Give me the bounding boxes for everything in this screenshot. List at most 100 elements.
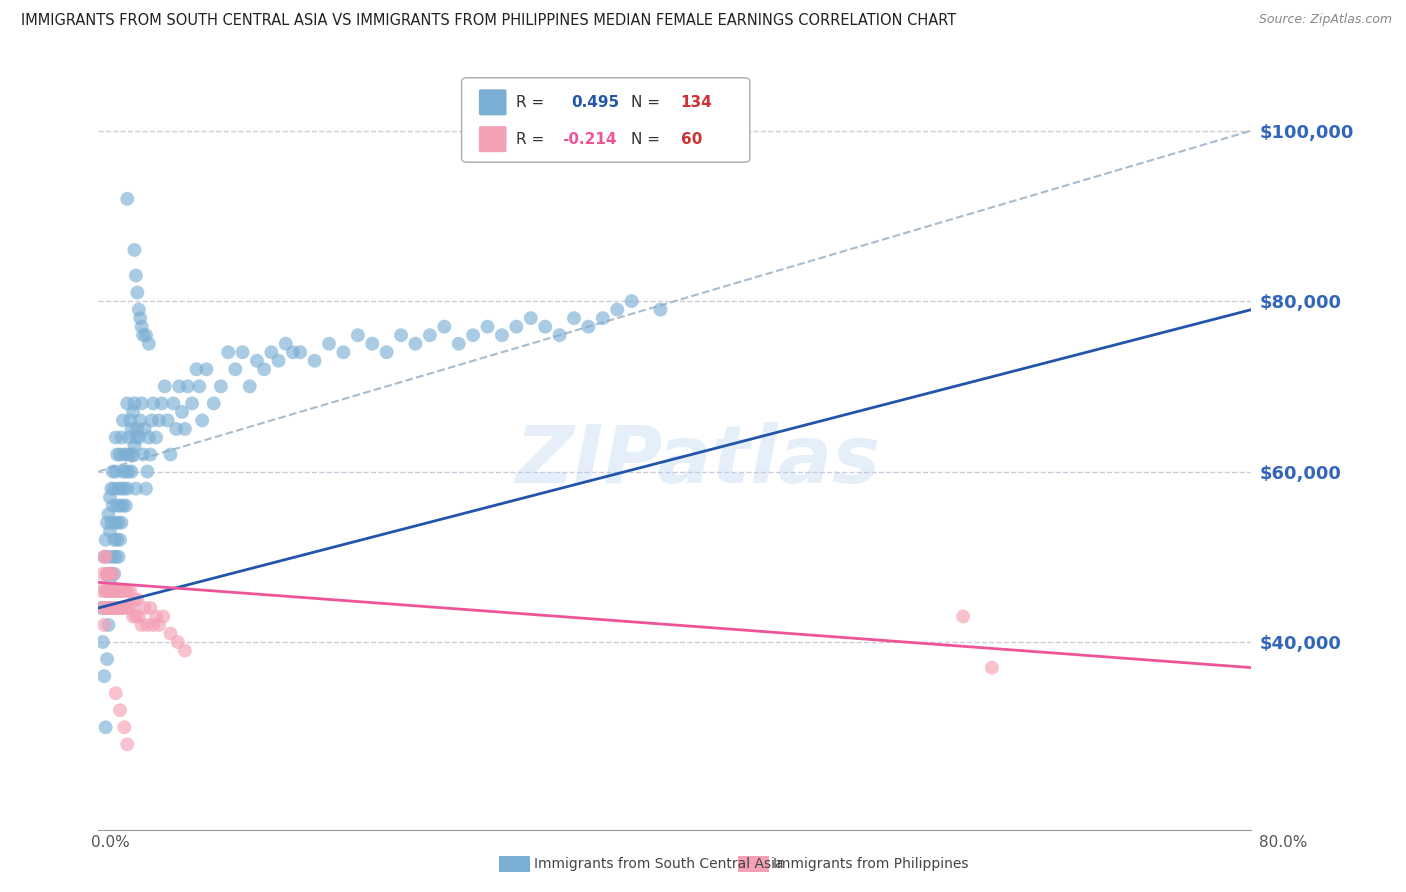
Point: [97, 507, 120, 521]
Point: [136, 618, 159, 632]
Point: [105, 533, 128, 547]
Point: [114, 601, 136, 615]
Point: [186, 362, 208, 376]
Point: [981, 660, 1004, 674]
Point: [120, 413, 142, 427]
Point: [166, 635, 188, 649]
Point: [103, 482, 125, 496]
Point: [562, 311, 585, 326]
Point: [91, 601, 114, 615]
Point: [138, 336, 160, 351]
Point: [107, 583, 129, 598]
Text: N =: N =: [631, 132, 665, 146]
Point: [96, 601, 118, 615]
Point: [125, 482, 148, 496]
Point: [111, 583, 134, 598]
Text: N =: N =: [631, 95, 665, 110]
Point: [165, 422, 187, 436]
Point: [94, 720, 117, 734]
Text: R =: R =: [516, 95, 554, 110]
Point: [108, 499, 131, 513]
Point: [131, 319, 153, 334]
Point: [97, 549, 120, 564]
Point: [135, 328, 157, 343]
Point: [129, 311, 152, 326]
Point: [281, 345, 304, 359]
Point: [111, 499, 134, 513]
Point: [104, 686, 127, 700]
Point: [239, 379, 262, 393]
Point: [620, 294, 643, 309]
Point: [100, 566, 122, 581]
Point: [461, 328, 484, 343]
Point: [253, 362, 276, 376]
Point: [110, 583, 132, 598]
Point: [578, 319, 600, 334]
Point: [224, 362, 246, 376]
Point: [94, 601, 117, 615]
Text: IMMIGRANTS FROM SOUTH CENTRAL ASIA VS IMMIGRANTS FROM PHILIPPINES MEDIAN FEMALE : IMMIGRANTS FROM SOUTH CENTRAL ASIA VS IM…: [21, 13, 956, 29]
Point: [101, 601, 124, 615]
Point: [129, 413, 152, 427]
Point: [104, 583, 127, 598]
Point: [361, 336, 384, 351]
Point: [96, 652, 118, 666]
Point: [103, 583, 125, 598]
Point: [91, 566, 114, 581]
Point: [111, 601, 134, 615]
Point: [97, 583, 120, 598]
Text: -0.214: -0.214: [562, 132, 616, 146]
Point: [93, 549, 115, 564]
Point: [118, 465, 141, 479]
Point: [125, 609, 148, 624]
Point: [127, 285, 149, 300]
Point: [104, 430, 127, 444]
Point: [98, 601, 121, 615]
Point: [103, 583, 125, 598]
Point: [105, 448, 128, 462]
Point: [108, 601, 131, 615]
Point: [121, 601, 143, 615]
Point: [152, 609, 174, 624]
Point: [217, 345, 239, 359]
Point: [107, 482, 129, 496]
Point: [134, 422, 156, 436]
Point: [159, 626, 181, 640]
Point: [191, 413, 214, 427]
Point: [274, 336, 297, 351]
Point: [124, 243, 146, 257]
Point: [128, 302, 150, 317]
Point: [104, 601, 127, 615]
Point: [101, 549, 124, 564]
Point: [103, 566, 125, 581]
Point: [132, 328, 155, 343]
Point: [97, 566, 120, 581]
Point: [112, 448, 135, 462]
Text: 80.0%: 80.0%: [1260, 836, 1308, 850]
Point: [132, 448, 155, 462]
Point: [177, 379, 200, 393]
Text: Immigrants from South Central Asia: Immigrants from South Central Asia: [534, 857, 785, 871]
Point: [104, 549, 127, 564]
Point: [108, 533, 131, 547]
Point: [159, 448, 181, 462]
Point: [122, 448, 145, 462]
Point: [98, 490, 121, 504]
Point: [209, 379, 232, 393]
Point: [98, 524, 121, 539]
Point: [112, 720, 135, 734]
Point: [167, 379, 190, 393]
Point: [332, 345, 354, 359]
Point: [111, 413, 134, 427]
Point: [100, 601, 122, 615]
Point: [127, 592, 149, 607]
Point: [124, 396, 146, 410]
Point: [96, 601, 118, 615]
Point: [101, 583, 124, 598]
Point: [606, 302, 628, 317]
Point: [127, 422, 149, 436]
Point: [145, 609, 167, 624]
Point: [94, 549, 117, 564]
FancyBboxPatch shape: [461, 78, 749, 162]
Point: [118, 601, 141, 615]
